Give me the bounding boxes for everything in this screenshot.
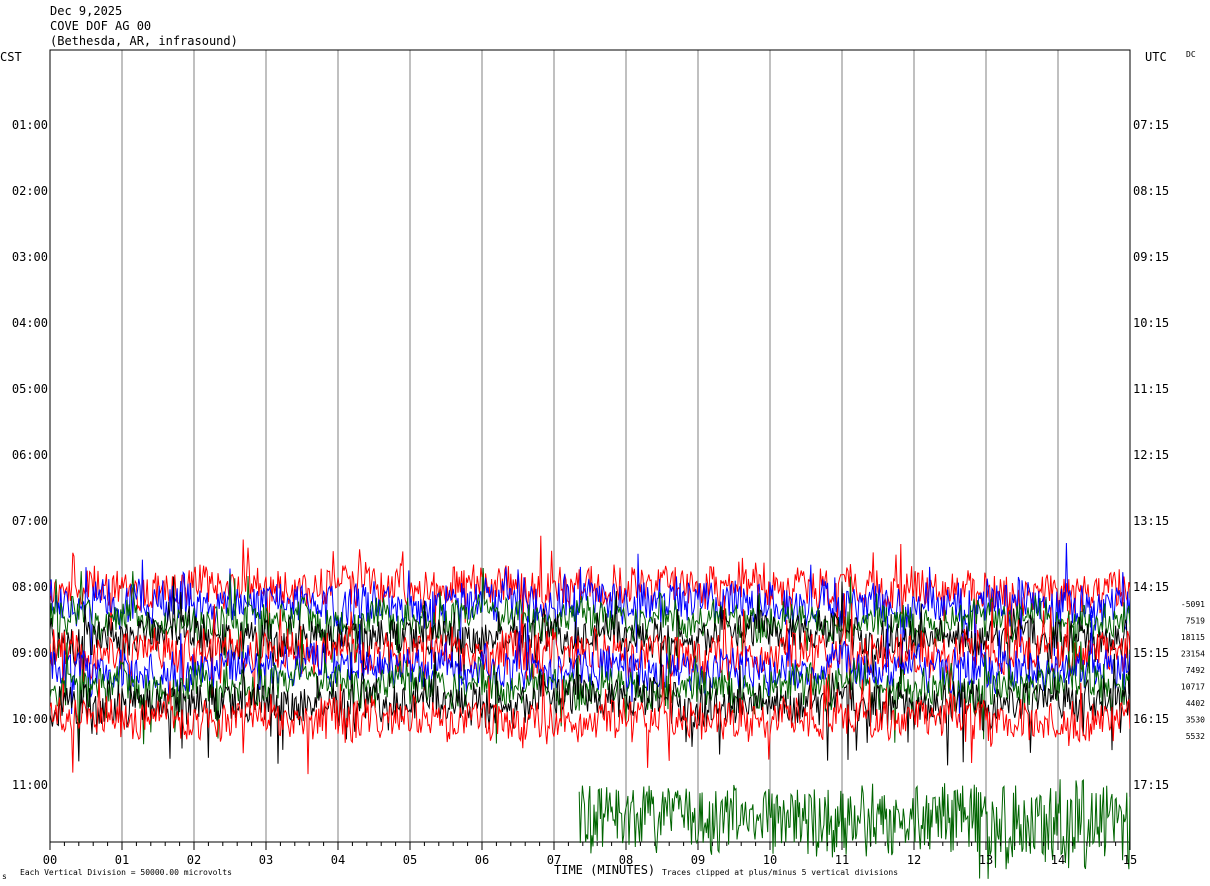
x-tick-label: 15 bbox=[1123, 853, 1137, 867]
x-tick-label: 13 bbox=[979, 853, 993, 867]
utc-hour-label: 13:15 bbox=[1133, 514, 1169, 528]
trace-line bbox=[50, 567, 1130, 676]
left-zone-label: CST bbox=[0, 50, 22, 64]
utc-hour-label: 16:15 bbox=[1133, 712, 1169, 726]
header-date: Dec 9,2025 bbox=[50, 4, 123, 18]
cst-hour-label: 11:00 bbox=[12, 778, 48, 792]
x-tick-label: 10 bbox=[763, 853, 777, 867]
utc-hour-label: 08:15 bbox=[1133, 184, 1169, 198]
cst-hour-label: 07:00 bbox=[12, 514, 48, 528]
corner-mark: s bbox=[2, 872, 7, 881]
scale-note: Each Vertical Division = 50000.00 microv… bbox=[20, 868, 232, 877]
cst-hour-label: 03:00 bbox=[12, 250, 48, 264]
cst-hour-label: 02:00 bbox=[12, 184, 48, 198]
cst-hour-label: 01:00 bbox=[12, 118, 48, 132]
y-axis-labels: 01:00 07:15 02:00 08:15 03:00 09:15 04:00 10:15… bbox=[12, 118, 1169, 792]
cst-hour-label: 04:00 bbox=[12, 316, 48, 330]
trace-line bbox=[50, 642, 1130, 766]
cst-hour-label: 10:00 bbox=[12, 712, 48, 726]
trace-line bbox=[50, 542, 1130, 673]
x-axis-ticks: 00 01 02 03 04 05 06 07 08 09 10 11 12 13 14 15 bbox=[43, 842, 1137, 867]
dc-offset-value: 7519 bbox=[1186, 617, 1205, 626]
x-tick-label: 07 bbox=[547, 853, 561, 867]
x-tick-label: 06 bbox=[475, 853, 489, 867]
trace-line bbox=[50, 664, 1130, 775]
dc-offset-value: -5091 bbox=[1181, 600, 1205, 609]
cst-hour-label: 09:00 bbox=[12, 646, 48, 660]
cst-hour-label: 08:00 bbox=[12, 580, 48, 594]
utc-hour-label: 15:15 bbox=[1133, 646, 1169, 660]
utc-hour-label: 17:15 bbox=[1133, 778, 1169, 792]
utc-hour-label: 07:15 bbox=[1133, 118, 1169, 132]
x-tick-label: 00 bbox=[43, 853, 57, 867]
x-tick-label: 11 bbox=[835, 853, 849, 867]
trace-group bbox=[50, 535, 1130, 879]
x-tick-label: 12 bbox=[907, 853, 921, 867]
plot-frame bbox=[49, 49, 1131, 843]
dc-offset-value: 7492 bbox=[1186, 666, 1205, 675]
header-station: COVE DOF AG 00 bbox=[50, 19, 152, 33]
cst-hour-label: 05:00 bbox=[12, 382, 48, 396]
x-tick-label: 02 bbox=[187, 853, 201, 867]
header-location: (Bethesda, AR, infrasound) bbox=[50, 34, 238, 48]
utc-hour-label: 10:15 bbox=[1133, 316, 1169, 330]
dc-offset-value: 10717 bbox=[1181, 683, 1205, 692]
x-tick-label: 14 bbox=[1051, 853, 1065, 867]
right-zone-label: UTC bbox=[1145, 50, 1167, 64]
x-tick-label: 09 bbox=[691, 853, 705, 867]
cst-hour-label: 06:00 bbox=[12, 448, 48, 462]
clip-note: Traces clipped at plus/minus 5 vertical … bbox=[662, 868, 898, 877]
utc-hour-label: 12:15 bbox=[1133, 448, 1169, 462]
dc-offset-labels: -5091 7519 18115 23154 7492 10717 4402 3530 5532 bbox=[1181, 600, 1205, 741]
dc-offset-value: 5532 bbox=[1186, 732, 1205, 741]
dc-label: DC bbox=[1186, 50, 1196, 59]
utc-hour-label: 11:15 bbox=[1133, 382, 1169, 396]
x-tick-label: 04 bbox=[331, 853, 345, 867]
dc-offset-value: 18115 bbox=[1181, 633, 1205, 642]
x-tick-label: 03 bbox=[259, 853, 273, 867]
utc-hour-label: 14:15 bbox=[1133, 580, 1169, 594]
x-axis-title: TIME (MINUTES) bbox=[554, 863, 655, 877]
utc-hour-label: 09:15 bbox=[1133, 250, 1169, 264]
dc-offset-value: 3530 bbox=[1186, 716, 1205, 725]
x-tick-label: 08 bbox=[619, 853, 633, 867]
x-tick-label: 01 bbox=[115, 853, 129, 867]
dc-offset-value: 23154 bbox=[1181, 650, 1205, 659]
trace-line-burst bbox=[578, 778, 1130, 879]
x-tick-label: 05 bbox=[403, 853, 417, 867]
trace-line bbox=[50, 576, 1130, 694]
dc-offset-value: 4402 bbox=[1186, 699, 1205, 708]
